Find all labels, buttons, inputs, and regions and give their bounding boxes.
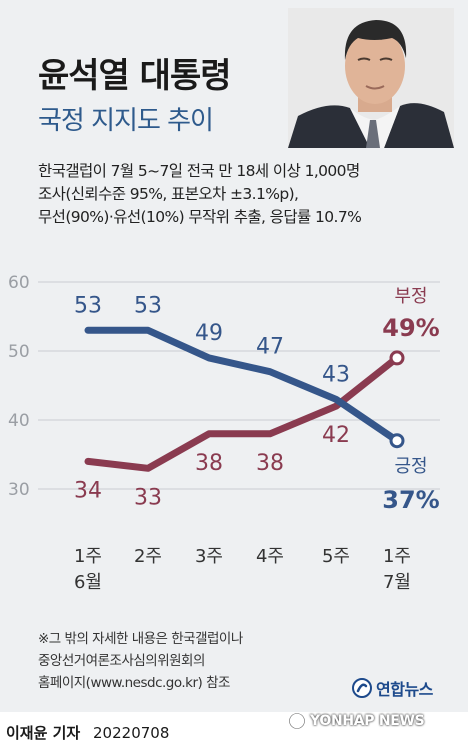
infographic-card: 윤석열 대통령 국정 지지도 추이 한국갤럽이 7월 5~7일 전국 만 18세… (0, 0, 468, 712)
x-tick-label-month: 7월 (383, 572, 411, 593)
positive-current-value: 37% (382, 486, 439, 514)
survey-line: 한국갤럽이 7월 5~7일 전국 만 18세 이상 1,000명 (38, 162, 360, 180)
positive-data-label: 53 (74, 293, 102, 318)
yonhap-logo-icon (352, 678, 372, 698)
negative-data-label: 33 (134, 485, 162, 510)
logo-text: 연합뉴스 (376, 680, 433, 699)
byline: 이재윤 기자 20220708 (6, 722, 169, 743)
x-tick-label-month: 6월 (74, 572, 102, 593)
yonhap-watermark-icon (288, 712, 306, 730)
positive-data-label: 47 (256, 335, 284, 360)
positive-data-label: 53 (134, 293, 162, 318)
footnote: ※그 밖의 자세한 내용은 한국갤럽이나 중앙선거여론조사심의위원회의 홈페이지… (38, 628, 243, 694)
negative-data-label: 42 (322, 423, 350, 448)
negative-series-line (84, 354, 401, 472)
x-tick-label: 2주 (134, 546, 162, 567)
negative-current-value: 49% (382, 314, 439, 342)
positive-endpoint-marker (389, 433, 405, 449)
negative-endpoint-marker (389, 350, 405, 366)
y-tick-label: 30 (8, 480, 30, 500)
watermark-text: YONHAP NEWS (310, 713, 425, 729)
x-tick-label: 4주 (256, 546, 284, 567)
yonhap-logo: 연합뉴스 (352, 676, 433, 700)
x-tick-label: 1주 (383, 546, 411, 567)
approval-line-chart: 30 40 50 60 1주 6월 2주 3주 4주 5주 1주 7월 34 33 38 38 42 53 53 49… (8, 273, 440, 593)
survey-method-note: 한국갤럽이 7월 5~7일 전국 만 18세 이상 1,000명 조사(신뢰수준… (38, 160, 362, 229)
positive-data-label: 49 (195, 321, 223, 346)
negative-data-label: 38 (256, 451, 284, 476)
y-tick-label: 50 (8, 342, 30, 362)
page-title: 윤석열 대통령 (38, 56, 232, 96)
survey-line: 무선(90%)·유선(10%) 무작위 추출, 응답률 10.7% (38, 208, 362, 226)
y-tick-label: 40 (8, 411, 30, 431)
survey-line: 조사(신뢰수준 95%, 표본오차 ±3.1%p), (38, 185, 299, 203)
x-tick-label: 3주 (195, 546, 223, 567)
negative-data-label: 38 (195, 451, 223, 476)
footnote-line: ※그 밖의 자세한 내용은 한국갤럽이나 (38, 631, 243, 647)
positive-series-line (84, 326, 401, 445)
footnote-line: 홈페이지(www.nesdc.go.kr) 참조 (38, 675, 230, 691)
reporter-name: 이재윤 기자 (6, 724, 81, 742)
y-tick-label: 60 (8, 273, 30, 293)
x-tick-label: 1주 (74, 546, 102, 567)
positive-data-label: 43 (322, 362, 350, 387)
negative-data-label: 34 (74, 478, 102, 503)
president-photo (288, 8, 454, 148)
x-tick-label: 5주 (322, 546, 350, 567)
footnote-line: 중앙선거여론조사심의위원회의 (38, 653, 205, 669)
negative-series-name: 부정 (394, 286, 427, 307)
publish-date: 20220708 (93, 724, 170, 742)
page-subtitle: 국정 지지도 추이 (38, 106, 214, 136)
yonhap-watermark: YONHAP NEWS (288, 712, 425, 730)
positive-series-name: 긍정 (394, 456, 427, 477)
